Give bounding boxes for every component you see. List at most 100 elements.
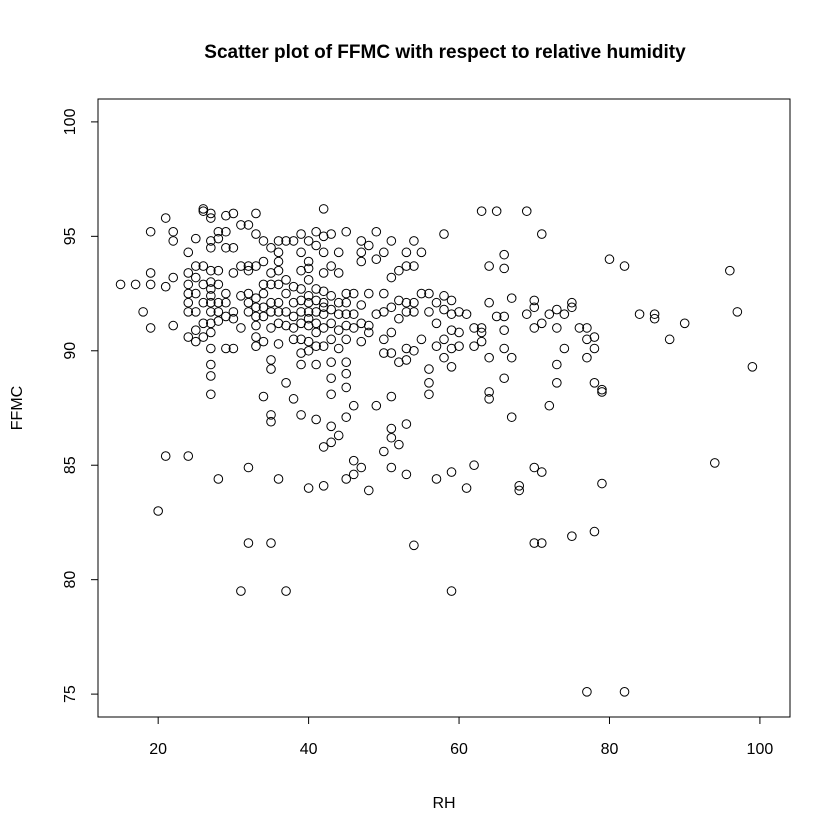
data-point: [401, 343, 412, 354]
data-point: [206, 236, 216, 246]
data-point: [597, 478, 607, 489]
data-point: [318, 231, 329, 242]
data-point: [311, 341, 321, 352]
data-point: [251, 293, 261, 303]
data-point: [243, 220, 254, 230]
data-point: [206, 327, 216, 338]
data-point: [198, 318, 209, 329]
data-point: [484, 261, 494, 271]
x-axis-label: RH: [432, 795, 455, 812]
data-point: [363, 327, 374, 338]
data-point: [318, 247, 329, 258]
data-point: [138, 307, 148, 317]
data-point: [409, 297, 419, 308]
data-point: [168, 236, 179, 246]
data-point: [379, 288, 389, 299]
data-point: [281, 378, 291, 388]
data-point: [243, 261, 254, 271]
data-point: [190, 233, 201, 244]
data-point: [198, 204, 209, 214]
data-point: [236, 291, 246, 301]
data-point: [183, 279, 194, 290]
data-point: [281, 236, 291, 246]
data-point: [371, 226, 382, 237]
data-point: [348, 309, 359, 319]
data-point: [206, 343, 216, 354]
data-point: [431, 318, 442, 329]
data-point: [273, 279, 284, 290]
data-point: [582, 323, 592, 333]
data-point: [604, 254, 615, 265]
data-point: [567, 302, 577, 313]
data-point: [491, 206, 502, 216]
data-point: [326, 437, 336, 448]
data-point: [506, 412, 517, 422]
y-tick-label: 80: [62, 571, 79, 589]
data-point: [326, 304, 336, 315]
data-point: [326, 318, 336, 329]
data-point: [469, 460, 479, 471]
data-point: [206, 265, 216, 276]
data-point: [649, 313, 660, 324]
data-point: [296, 229, 306, 239]
data-point: [371, 254, 382, 265]
x-tick-label: 80: [601, 741, 619, 758]
data-point: [266, 279, 276, 290]
data-point: [228, 268, 239, 278]
data-point: [206, 208, 216, 219]
data-point: [529, 538, 540, 548]
data-point: [341, 288, 352, 299]
data-point: [258, 279, 269, 290]
data-point: [333, 247, 344, 258]
data-point: [243, 462, 254, 473]
data-point: [356, 247, 367, 258]
data-point: [311, 226, 321, 237]
data-point: [183, 247, 194, 258]
data-point: [318, 302, 329, 313]
data-point: [394, 295, 404, 306]
data-point: [491, 311, 502, 322]
data-point: [206, 389, 216, 400]
data-point: [589, 332, 600, 342]
plot-frame: [97, 98, 791, 718]
data-point: [206, 242, 216, 253]
data-point: [221, 242, 231, 253]
data-point: [499, 373, 509, 384]
data-point: [258, 236, 269, 246]
data-point: [326, 421, 336, 432]
data-point: [356, 300, 367, 310]
data-point: [649, 309, 660, 319]
data-point: [160, 281, 171, 292]
data-point: [476, 336, 487, 347]
data-point: [356, 256, 367, 267]
data-point: [273, 256, 284, 267]
data-point: [536, 538, 547, 548]
data-point: [130, 279, 141, 290]
data-point: [386, 272, 397, 283]
data-point: [709, 458, 720, 468]
data-point: [303, 256, 314, 267]
data-point: [446, 467, 457, 477]
data-point: [318, 442, 329, 452]
data-point: [236, 220, 246, 230]
data-point: [303, 336, 314, 347]
data-point: [273, 247, 284, 258]
x-tick-label: 60: [450, 741, 468, 758]
data-point: [348, 455, 359, 466]
data-point: [379, 446, 389, 457]
data-point: [416, 334, 427, 345]
data-point: [619, 261, 630, 271]
data-point: [461, 309, 472, 319]
data-point: [597, 384, 607, 395]
data-point: [213, 316, 224, 326]
data-point: [416, 247, 427, 258]
data-point: [281, 307, 291, 317]
data-point: [198, 206, 209, 216]
data-point: [386, 236, 397, 246]
data-point: [183, 288, 194, 299]
data-point: [386, 462, 397, 473]
data-point: [401, 419, 412, 429]
data-point: [469, 323, 479, 333]
data-point: [484, 387, 494, 397]
